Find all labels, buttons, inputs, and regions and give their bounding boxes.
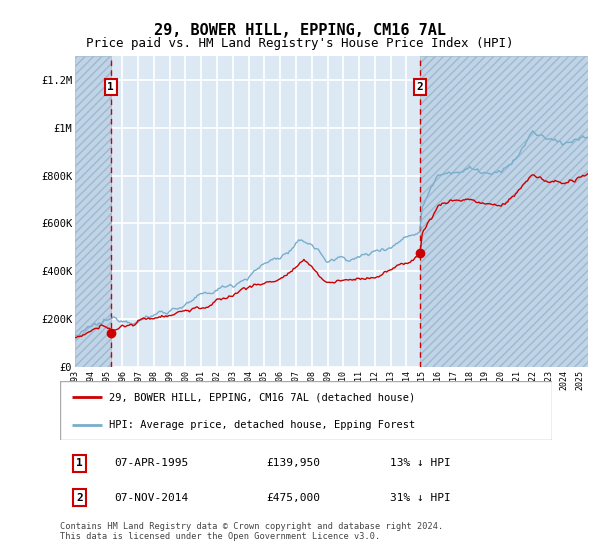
Text: 31% ↓ HPI: 31% ↓ HPI [389,493,451,503]
Text: 29, BOWER HILL, EPPING, CM16 7AL (detached house): 29, BOWER HILL, EPPING, CM16 7AL (detach… [109,392,415,402]
Bar [420,56,588,367]
Text: 13% ↓ HPI: 13% ↓ HPI [389,458,451,468]
Text: 1: 1 [107,82,114,92]
Text: HPI: Average price, detached house, Epping Forest: HPI: Average price, detached house, Eppi… [109,420,415,430]
Bar [75,56,111,367]
Text: 1: 1 [76,458,83,468]
Text: 07-APR-1995: 07-APR-1995 [114,458,188,468]
Text: 29, BOWER HILL, EPPING, CM16 7AL: 29, BOWER HILL, EPPING, CM16 7AL [154,24,446,38]
Text: Contains HM Land Registry data © Crown copyright and database right 2024.
This d: Contains HM Land Registry data © Crown c… [60,522,443,542]
Text: 2: 2 [416,82,423,92]
Text: 07-NOV-2014: 07-NOV-2014 [114,493,188,503]
FancyBboxPatch shape [60,381,552,440]
Text: Price paid vs. HM Land Registry's House Price Index (HPI): Price paid vs. HM Land Registry's House … [86,37,514,50]
Text: 2: 2 [76,493,83,503]
Text: £475,000: £475,000 [266,493,320,503]
Text: £139,950: £139,950 [266,458,320,468]
